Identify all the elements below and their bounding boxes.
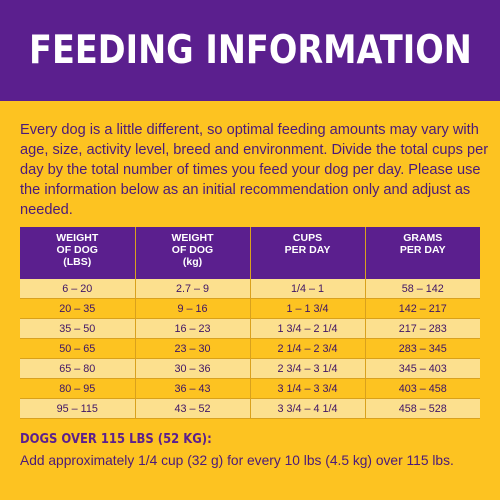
cell-weight-lbs: 35 – 50 xyxy=(20,318,136,339)
cell-weight-kg: 2.7 – 9 xyxy=(135,279,251,299)
table-row: 50 – 65 23 – 30 2 1/4 – 2 3/4 283 – 345 xyxy=(20,338,480,359)
cell-cups: 3 3/4 – 4 1/4 xyxy=(250,398,366,419)
header-cups-per-day: CUPS PER DAY xyxy=(250,227,366,279)
cell-cups: 1/4 – 1 xyxy=(250,279,366,299)
cell-grams: 58 – 142 xyxy=(365,279,480,299)
cell-grams: 345 – 403 xyxy=(365,358,480,379)
header-grams-per-day: GRAMS PER DAY xyxy=(365,227,480,279)
cell-grams: 403 – 458 xyxy=(365,378,480,399)
cell-weight-lbs: 6 – 20 xyxy=(20,279,136,299)
cell-grams: 458 – 528 xyxy=(365,398,480,419)
cell-grams: 283 – 345 xyxy=(365,338,480,359)
cell-weight-kg: 43 – 52 xyxy=(135,398,251,419)
feeding-table: WEIGHT OF DOG (LBS) WEIGHT OF DOG (kg) C… xyxy=(20,227,480,419)
table-row: 20 – 35 9 – 16 1 – 1 3/4 142 – 217 xyxy=(20,298,480,319)
cell-weight-kg: 9 – 16 xyxy=(135,298,251,319)
table-row: 65 – 80 30 – 36 2 3/4 – 3 1/4 345 – 403 xyxy=(20,358,480,379)
header-banner: FEEDING INFORMATION xyxy=(0,0,500,101)
page-title: FEEDING INFORMATION xyxy=(28,28,472,73)
cell-weight-lbs: 95 – 115 xyxy=(20,398,136,419)
header-weight-lbs: WEIGHT OF DOG (LBS) xyxy=(20,227,136,279)
large-dog-note-title: DOGS OVER 115 LBS (52 KG): xyxy=(20,432,212,447)
cell-weight-kg: 36 – 43 xyxy=(135,378,251,399)
cell-cups: 2 3/4 – 3 1/4 xyxy=(250,358,366,379)
cell-cups: 3 1/4 – 3 3/4 xyxy=(250,378,366,399)
large-dog-note-text: Add approximately 1/4 cup (32 g) for eve… xyxy=(20,453,454,468)
cell-weight-lbs: 20 – 35 xyxy=(20,298,136,319)
cell-cups: 1 – 1 3/4 xyxy=(250,298,366,319)
table-row: 95 – 115 43 – 52 3 3/4 – 4 1/4 458 – 528 xyxy=(20,398,480,419)
table-row: 35 – 50 16 – 23 1 3/4 – 2 1/4 217 – 283 xyxy=(20,318,480,339)
table-row: 6 – 20 2.7 – 9 1/4 – 1 58 – 142 xyxy=(20,279,480,299)
cell-cups: 1 3/4 – 2 1/4 xyxy=(250,318,366,339)
table-header-row: WEIGHT OF DOG (LBS) WEIGHT OF DOG (kg) C… xyxy=(20,227,480,279)
header-weight-kg: WEIGHT OF DOG (kg) xyxy=(135,227,251,279)
cell-weight-kg: 30 – 36 xyxy=(135,358,251,379)
cell-weight-lbs: 65 – 80 xyxy=(20,358,136,379)
cell-weight-kg: 16 – 23 xyxy=(135,318,251,339)
cell-cups: 2 1/4 – 2 3/4 xyxy=(250,338,366,359)
cell-weight-lbs: 50 – 65 xyxy=(20,338,136,359)
cell-weight-lbs: 80 – 95 xyxy=(20,378,136,399)
cell-grams: 217 – 283 xyxy=(365,318,480,339)
cell-weight-kg: 23 – 30 xyxy=(135,338,251,359)
intro-paragraph: Every dog is a little different, so opti… xyxy=(20,122,489,218)
table-row: 80 – 95 36 – 43 3 1/4 – 3 3/4 403 – 458 xyxy=(20,378,480,399)
cell-grams: 142 – 217 xyxy=(365,298,480,319)
